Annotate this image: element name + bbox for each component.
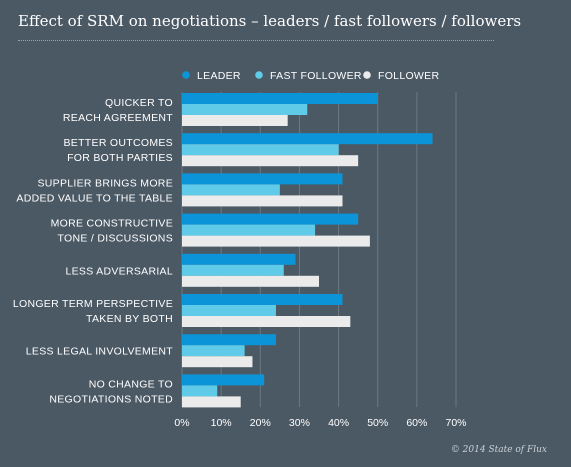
bar-leader: [182, 93, 378, 104]
bar-follower: [182, 356, 253, 368]
legend-label: LEADER: [197, 70, 241, 82]
x-tick-label: 70%: [445, 417, 466, 429]
bar-fast-follower: [182, 385, 218, 397]
bar-follower: [182, 235, 370, 247]
x-tick-label: 30%: [289, 417, 310, 429]
category-label: TAKEN BY BOTH: [86, 313, 173, 325]
bar-fast-follower: [182, 264, 284, 276]
legend-marker: [255, 71, 263, 79]
x-tick-label: 0%: [174, 417, 189, 429]
category-label: TONE / DISCUSSIONS: [58, 233, 173, 245]
legend-marker: [182, 71, 190, 79]
category-label: NEGOTIATIONS NOTED: [49, 393, 173, 405]
x-tick-label: 10%: [211, 417, 232, 429]
bar-follower: [182, 316, 351, 327]
bar-fast-follower: [182, 104, 308, 115]
bar-leader: [182, 213, 359, 225]
bar-follower: [182, 155, 359, 167]
x-tick-label: 50%: [367, 417, 388, 429]
bar-fast-follower: [182, 144, 339, 156]
bar-fast-follower: [182, 345, 245, 357]
legend-label: FOLLOWER: [378, 70, 439, 82]
category-label: LONGER TERM PERSPECTIVE: [13, 298, 173, 310]
bar-leader: [182, 173, 343, 185]
bar-leader: [182, 334, 276, 346]
category-label: REACH AGREEMENT: [63, 112, 173, 124]
x-tick-label: 20%: [250, 417, 271, 429]
category-label: LESS LEGAL INVOLVEMENT: [26, 346, 174, 358]
bar-fast-follower: [182, 184, 280, 196]
title-divider: [18, 40, 494, 41]
category-label: SUPPLIER BRINGS MORE: [37, 177, 173, 189]
bar-follower: [182, 275, 319, 287]
category-label: ADDED VALUE TO THE TABLE: [16, 192, 173, 204]
category-label: QUICKER TO: [105, 97, 173, 109]
legend-marker: [363, 71, 371, 79]
x-tick-label: 40%: [328, 417, 349, 429]
bar-leader: [182, 294, 343, 305]
category-label: MORE CONSTRUCTIVE: [51, 218, 173, 230]
copyright-note: © 2014 State of Flux: [450, 445, 547, 455]
bar-follower: [182, 396, 241, 408]
bar-follower: [182, 195, 343, 207]
chart-title: Effect of SRM on negotiations – leaders …: [18, 12, 522, 30]
bar-fast-follower: [182, 305, 276, 316]
category-label: NO CHANGE TO: [89, 378, 173, 390]
legend-label: FAST FOLLOWER: [270, 70, 362, 82]
bar-leader: [182, 374, 265, 386]
category-label: BETTER OUTCOMES: [63, 137, 173, 149]
bar-fast-follower: [182, 224, 316, 236]
bar-leader: [182, 253, 296, 265]
category-label: FOR BOTH PARTIES: [67, 152, 173, 164]
bar-follower: [182, 115, 288, 126]
x-tick-label: 60%: [406, 417, 427, 429]
bar-leader: [182, 133, 433, 145]
category-label: LESS ADVERSARIAL: [65, 265, 173, 277]
